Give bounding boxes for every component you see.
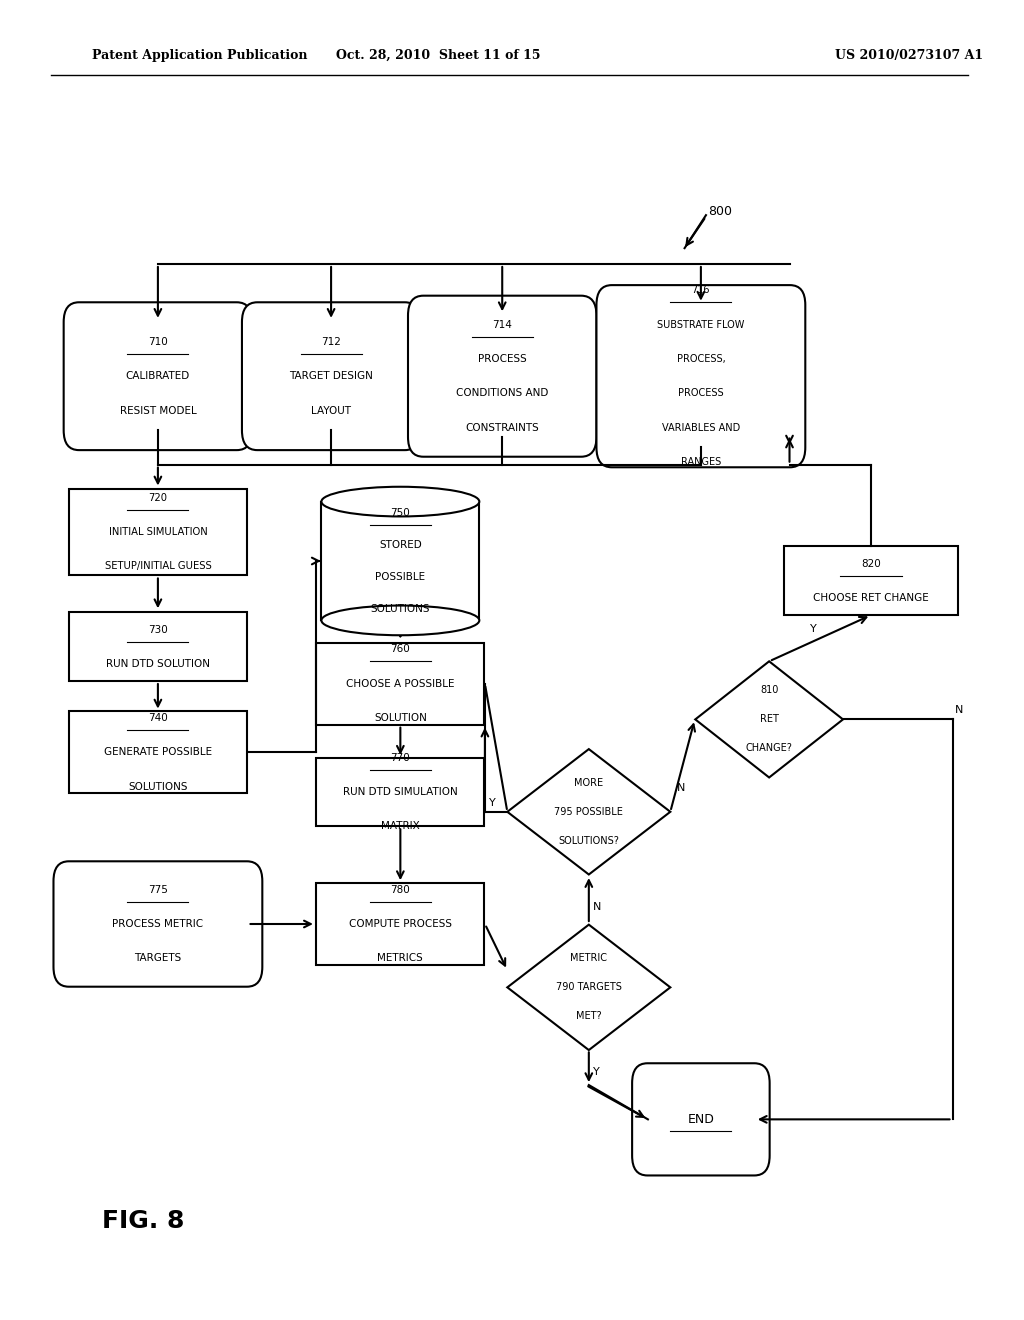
Text: TARGETS: TARGETS bbox=[134, 953, 181, 964]
Text: MET?: MET? bbox=[577, 1011, 602, 1022]
FancyBboxPatch shape bbox=[69, 490, 247, 576]
Text: MORE: MORE bbox=[574, 777, 603, 788]
Text: RANGES: RANGES bbox=[681, 457, 721, 467]
FancyBboxPatch shape bbox=[242, 302, 420, 450]
Text: PROCESS: PROCESS bbox=[478, 354, 526, 364]
Text: 712: 712 bbox=[322, 337, 341, 347]
Text: 775: 775 bbox=[147, 884, 168, 895]
Text: Patent Application Publication: Patent Application Publication bbox=[92, 49, 307, 62]
Text: END: END bbox=[687, 1113, 715, 1126]
Text: Y: Y bbox=[489, 797, 496, 808]
FancyBboxPatch shape bbox=[632, 1064, 770, 1175]
Text: VARIABLES AND: VARIABLES AND bbox=[662, 422, 740, 433]
Text: 790 TARGETS: 790 TARGETS bbox=[556, 982, 622, 993]
Text: US 2010/0273107 A1: US 2010/0273107 A1 bbox=[836, 49, 983, 62]
Text: POSSIBLE: POSSIBLE bbox=[375, 572, 425, 582]
Ellipse shape bbox=[322, 606, 479, 635]
Text: SOLUTIONS: SOLUTIONS bbox=[371, 603, 430, 614]
Text: MATRIX: MATRIX bbox=[381, 821, 420, 832]
Text: RESIST MODEL: RESIST MODEL bbox=[120, 405, 197, 416]
Text: Y: Y bbox=[593, 1067, 600, 1077]
Text: Y: Y bbox=[810, 623, 816, 634]
Text: 750: 750 bbox=[390, 508, 411, 519]
Text: METRIC: METRIC bbox=[570, 953, 607, 964]
FancyBboxPatch shape bbox=[69, 711, 247, 793]
Text: COMPUTE PROCESS: COMPUTE PROCESS bbox=[349, 919, 452, 929]
Text: TARGET DESIGN: TARGET DESIGN bbox=[289, 371, 373, 381]
Text: SOLUTIONS: SOLUTIONS bbox=[128, 781, 187, 792]
FancyBboxPatch shape bbox=[53, 862, 262, 987]
Text: 716: 716 bbox=[691, 285, 710, 296]
FancyBboxPatch shape bbox=[316, 883, 484, 965]
Text: N: N bbox=[954, 705, 963, 715]
Text: 710: 710 bbox=[148, 337, 168, 347]
Text: 740: 740 bbox=[148, 713, 168, 723]
Ellipse shape bbox=[322, 487, 479, 516]
Polygon shape bbox=[507, 924, 671, 1051]
Text: SUBSTRATE FLOW: SUBSTRATE FLOW bbox=[657, 319, 744, 330]
FancyBboxPatch shape bbox=[322, 502, 479, 620]
Text: RUN DTD SOLUTION: RUN DTD SOLUTION bbox=[105, 659, 210, 669]
FancyBboxPatch shape bbox=[596, 285, 805, 467]
Text: 795 POSSIBLE: 795 POSSIBLE bbox=[554, 807, 624, 817]
Text: CHOOSE RET CHANGE: CHOOSE RET CHANGE bbox=[813, 593, 929, 603]
Text: SETUP/INITIAL GUESS: SETUP/INITIAL GUESS bbox=[104, 561, 211, 572]
Text: 714: 714 bbox=[493, 319, 512, 330]
Text: PROCESS,: PROCESS, bbox=[677, 354, 725, 364]
Text: FIG. 8: FIG. 8 bbox=[101, 1209, 184, 1233]
Text: SOLUTIONS?: SOLUTIONS? bbox=[558, 836, 620, 846]
FancyBboxPatch shape bbox=[69, 612, 247, 681]
Text: 780: 780 bbox=[390, 884, 411, 895]
Text: RUN DTD SIMULATION: RUN DTD SIMULATION bbox=[343, 787, 458, 797]
Polygon shape bbox=[507, 750, 671, 874]
Text: Oct. 28, 2010  Sheet 11 of 15: Oct. 28, 2010 Sheet 11 of 15 bbox=[336, 49, 541, 62]
FancyBboxPatch shape bbox=[63, 302, 252, 450]
FancyBboxPatch shape bbox=[316, 643, 484, 725]
Text: CONDITIONS AND: CONDITIONS AND bbox=[456, 388, 549, 399]
FancyBboxPatch shape bbox=[316, 758, 484, 826]
Polygon shape bbox=[695, 661, 843, 777]
Text: N: N bbox=[677, 783, 685, 793]
Text: INITIAL SIMULATION: INITIAL SIMULATION bbox=[109, 527, 207, 537]
Text: 800: 800 bbox=[708, 205, 732, 218]
Text: CHANGE?: CHANGE? bbox=[745, 743, 793, 754]
Text: STORED: STORED bbox=[379, 540, 422, 550]
Text: RET: RET bbox=[760, 714, 778, 725]
Text: 720: 720 bbox=[148, 492, 167, 503]
Text: CHOOSE A POSSIBLE: CHOOSE A POSSIBLE bbox=[346, 678, 455, 689]
Text: 760: 760 bbox=[390, 644, 411, 655]
Text: PROCESS METRIC: PROCESS METRIC bbox=[113, 919, 204, 929]
Text: 770: 770 bbox=[390, 752, 411, 763]
Text: 820: 820 bbox=[861, 558, 881, 569]
Text: SOLUTION: SOLUTION bbox=[374, 713, 427, 723]
Text: GENERATE POSSIBLE: GENERATE POSSIBLE bbox=[103, 747, 212, 758]
Text: LAYOUT: LAYOUT bbox=[311, 405, 351, 416]
Text: CALIBRATED: CALIBRATED bbox=[126, 371, 190, 381]
Text: 730: 730 bbox=[148, 624, 168, 635]
Text: METRICS: METRICS bbox=[378, 953, 423, 964]
Text: CONSTRAINTS: CONSTRAINTS bbox=[465, 422, 539, 433]
Text: N: N bbox=[593, 902, 601, 912]
Text: PROCESS: PROCESS bbox=[678, 388, 724, 399]
FancyBboxPatch shape bbox=[784, 546, 957, 615]
FancyBboxPatch shape bbox=[408, 296, 596, 457]
Text: 810: 810 bbox=[760, 685, 778, 696]
